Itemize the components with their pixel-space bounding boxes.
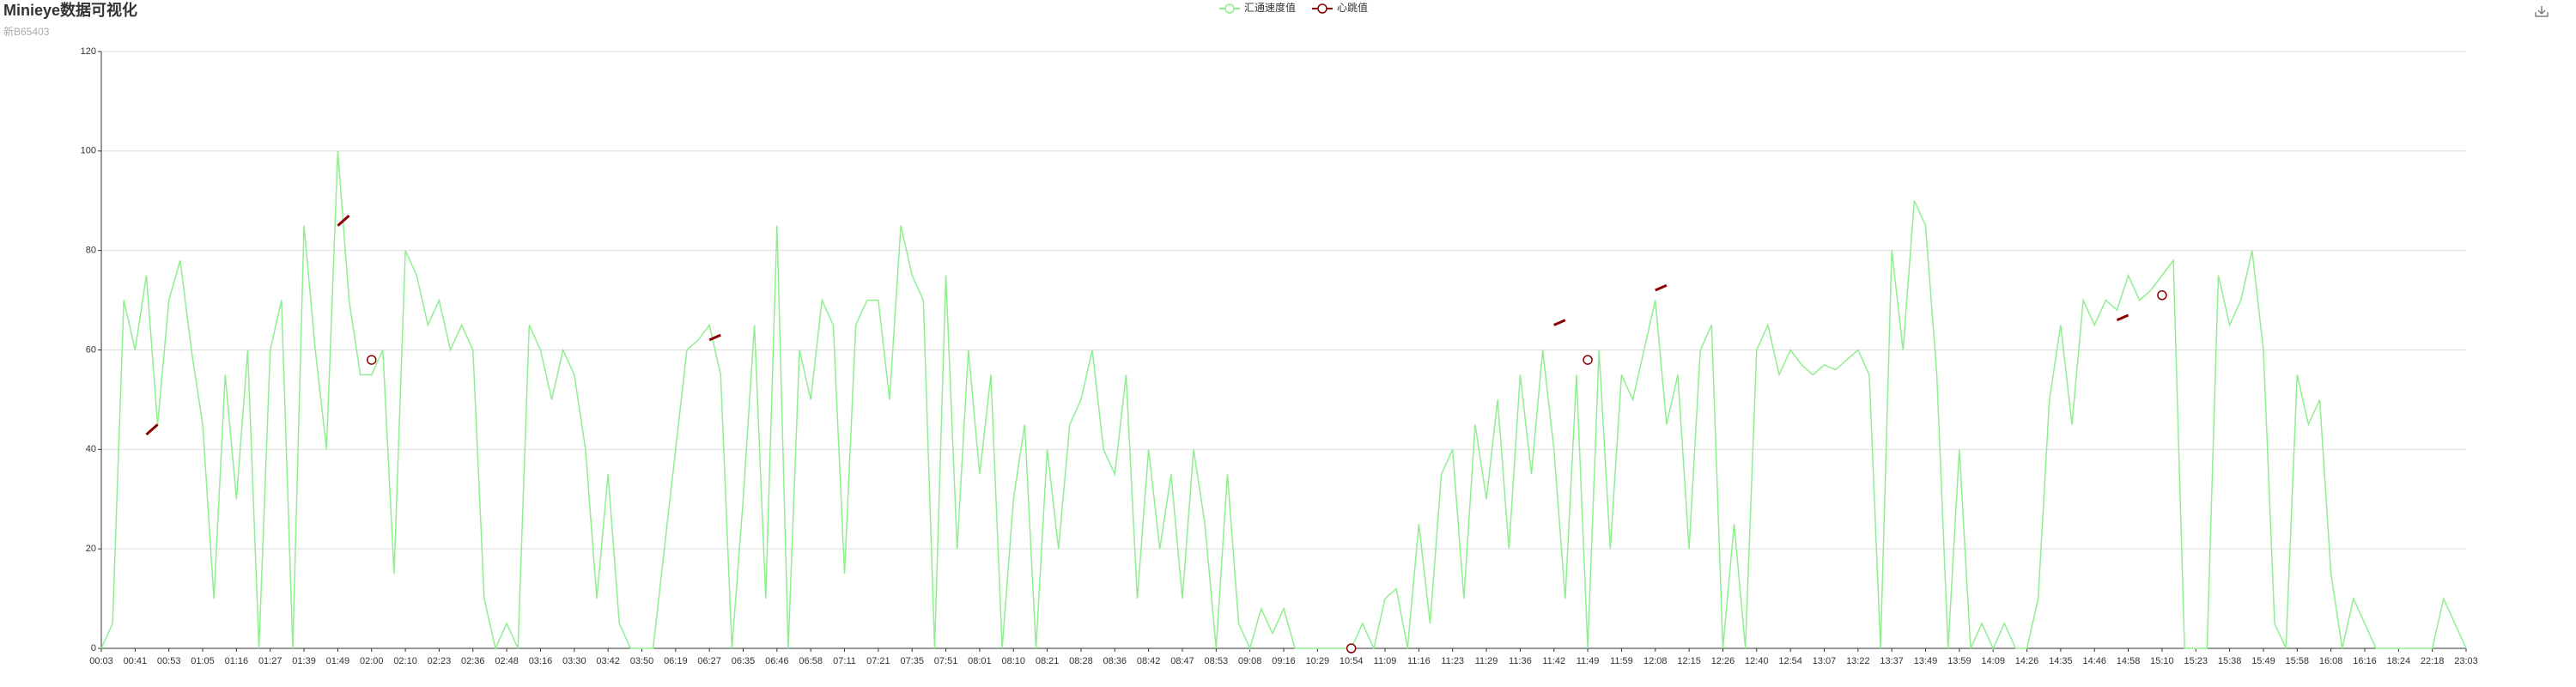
legend-label: 汇通速度值 [1244,1,1296,14]
x-tick-label: 11:36 [1509,656,1532,666]
line [708,333,721,342]
x-tick-label: 07:51 [934,656,958,666]
x-tick-label: 08:36 [1103,656,1127,666]
x-tick-label: 12:08 [1643,656,1668,666]
x-tick-label: 03:16 [529,656,553,666]
x-tick-label: 07:21 [866,656,890,666]
y-tick-label: 60 [86,344,96,355]
y-tick-label: 120 [81,46,96,57]
x-tick-label: 03:50 [630,656,654,666]
point [2157,290,2167,301]
x-tick-label: 02:00 [360,656,384,666]
x-tick-label: 14:09 [1981,656,2005,666]
x-tick-label: 02:23 [428,656,452,666]
x-tick-label: 12:15 [1677,656,1701,666]
x-tick-label: 02:10 [393,656,417,666]
x-tick-label: 08:53 [1205,656,1229,666]
x-tick-label: 03:42 [596,656,620,666]
x-tick-label: 15:58 [2286,656,2310,666]
x-tick-label: 22:18 [2421,656,2445,666]
x-tick-label: 06:58 [799,656,823,666]
x-tick-label: 06:46 [765,656,789,666]
y-tick-label: 20 [86,544,96,554]
x-tick-label: 06:27 [697,656,721,666]
y-tick-label: 80 [86,246,96,256]
x-tick-label: 06:35 [732,656,756,666]
x-tick-label: 08:47 [1170,656,1194,666]
y-tick-label: 0 [91,643,96,654]
x-tick-label: 09:16 [1272,656,1296,666]
x-tick-label: 13:49 [1914,656,1938,666]
x-tick-label: 13:37 [1880,656,1904,666]
point [366,355,377,365]
x-tick-label: 03:30 [562,656,586,666]
x-tick-label: 23:03 [2454,656,2478,666]
x-tick-label: 01:27 [258,656,283,666]
line [2116,313,2129,322]
x-tick-label: 08:21 [1036,656,1060,666]
x-tick-label: 00:53 [157,656,181,666]
legend-symbol [1224,3,1235,14]
x-tick-label: 11:29 [1475,656,1498,666]
y-tick-label: 100 [81,146,96,156]
series-1 [145,215,2167,654]
x-tick-label: 10:29 [1306,656,1330,666]
download-icon[interactable] [2535,6,2549,17]
x-tick-label: 11:16 [1407,656,1431,666]
x-tick-label: 01:05 [191,656,215,666]
x-tick-label: 13:07 [1813,656,1837,666]
line [1655,283,1668,292]
x-tick-label: 12:26 [1711,656,1735,666]
x-tick-label: 09:08 [1238,656,1262,666]
x-tick-label: 16:16 [2353,656,2377,666]
x-tick-label: 14:35 [2049,656,2073,666]
x-tick-label: 11:09 [1374,656,1397,666]
x-tick-label: 01:16 [225,656,249,666]
x-tick-label: 08:01 [968,656,992,666]
point [1583,355,1593,365]
x-tick-label: 13:59 [1947,656,1971,666]
x-tick-label: 12:40 [1745,656,1769,666]
x-tick-label: 06:19 [664,656,688,666]
x-tick-label: 01:39 [292,656,316,666]
x-tick-label: 01:49 [326,656,350,666]
legend-symbol [1317,3,1327,14]
x-tick-label: 11:49 [1577,656,1600,666]
x-tick-label: 08:28 [1069,656,1093,666]
line [1553,319,1566,326]
x-tick-label: 02:48 [495,656,519,666]
x-tick-label: 13:22 [1846,656,1870,666]
y-tick-label: 40 [86,444,96,454]
x-tick-label: 12:54 [1778,656,1802,666]
series-0 [100,150,2467,651]
x-tick-label: 15:10 [2150,656,2174,666]
x-tick-label: 11:23 [1441,656,1464,666]
chart-subtitle: 新B65403 [3,25,50,38]
x-tick-label: 15:49 [2251,656,2275,666]
chart-title: Minieye数据可视化 [3,1,137,19]
x-tick-label: 08:42 [1137,656,1161,666]
x-tick-label: 14:26 [2015,656,2039,666]
x-tick-label: 10:54 [1340,656,1364,666]
x-tick-label: 07:11 [833,656,856,666]
x-tick-label: 15:38 [2218,656,2242,666]
x-tick-label: 07:35 [900,656,924,666]
x-tick-label: 14:46 [2082,656,2106,666]
point [1346,643,1357,654]
x-tick-label: 00:03 [89,656,113,666]
x-tick-label: 15:23 [2184,656,2208,666]
x-tick-label: 11:42 [1542,656,1565,666]
x-tick-label: 18:24 [2387,656,2411,666]
x-tick-label: 08:10 [1001,656,1025,666]
line [145,423,159,436]
line [337,215,350,227]
x-tick-label: 16:08 [2319,656,2343,666]
x-tick-label: 14:58 [2117,656,2141,666]
x-tick-label: 11:59 [1610,656,1633,666]
x-tick-label: 02:36 [461,656,485,666]
x-tick-label: 00:41 [124,656,148,666]
line [100,150,2467,651]
legend-label: 心跳值 [1337,1,1368,14]
